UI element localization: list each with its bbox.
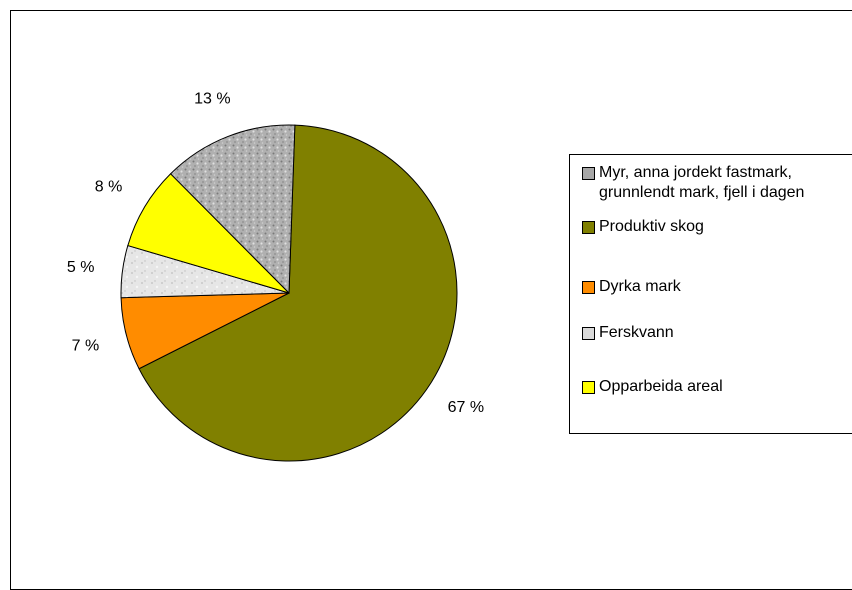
legend-item: Opparbeida areal (582, 377, 723, 397)
legend-label: Dyrka mark (599, 278, 681, 295)
pie-labels: 67 % 7 % 5 % 8 % 13 % (67, 91, 484, 417)
legend-item: Myr, anna jordekt fastmark, grunnlendt m… (582, 163, 804, 203)
legend-item: Produktiv skog (582, 217, 704, 237)
legend-item: Ferskvann (582, 323, 674, 343)
legend-label: Myr, anna jordekt fastmark, grunnlendt m… (599, 164, 805, 201)
pie-chart: 67 % 7 % 5 % 8 % 13 % (67, 91, 484, 462)
legend-item: Dyrka mark (582, 277, 681, 297)
legend-swatch (582, 167, 595, 180)
slice-value-label: 7 % (72, 338, 100, 355)
slice-value-label: 8 % (95, 179, 123, 196)
legend: Myr, anna jordekt fastmark, grunnlendt m… (569, 154, 852, 434)
pie-slices (120, 124, 458, 462)
legend-swatch (582, 381, 595, 394)
slice-value-label: 5 % (67, 259, 95, 276)
legend-swatch (582, 327, 595, 340)
legend-label: Opparbeida areal (599, 378, 723, 395)
legend-label: Ferskvann (599, 324, 674, 341)
legend-label: Produktiv skog (599, 218, 704, 235)
legend-swatch (582, 221, 595, 234)
slice-value-label: 13 % (194, 91, 230, 108)
pie-slice-5 (169, 124, 296, 295)
pie-slice-1 (138, 124, 458, 462)
slice-value-label: 67 % (448, 399, 484, 416)
legend-swatch (582, 281, 595, 294)
